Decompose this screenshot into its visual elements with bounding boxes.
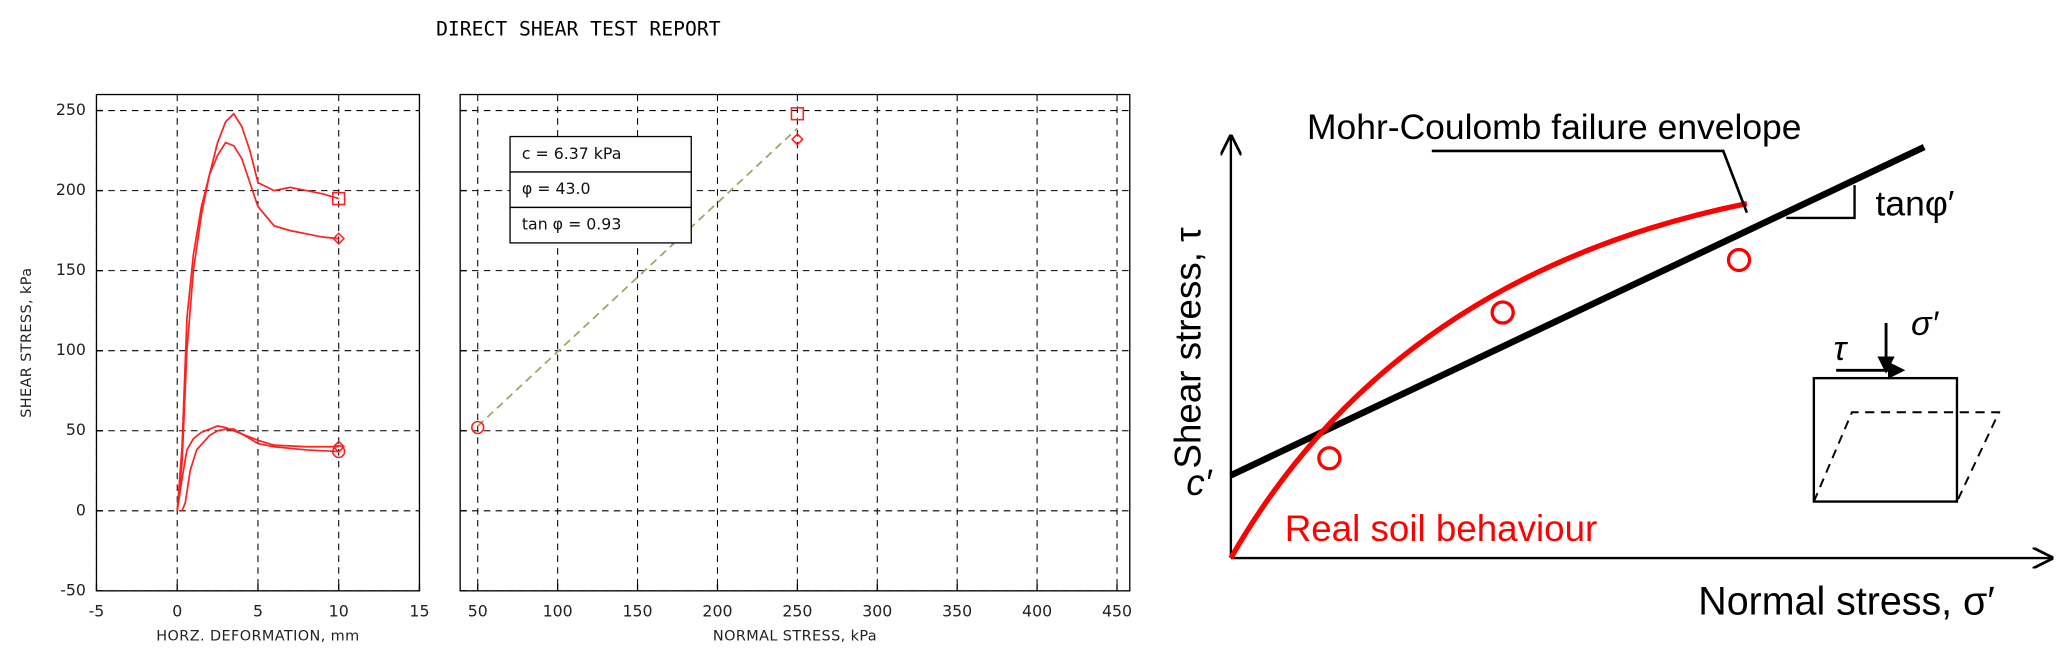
soil-curve [1228, 200, 1748, 560]
marker-square [790, 107, 805, 121]
sample-box [1812, 376, 1959, 503]
y-axis-label: Shear stress, τ [1168, 227, 1209, 469]
x-tick-label: 300 [862, 601, 892, 620]
test-point [1726, 247, 1752, 273]
x-tick-label: 250 [782, 601, 812, 620]
annotation-cell [509, 171, 692, 209]
sheared-box [1812, 411, 2001, 502]
slope-label: tanφ′ [1876, 183, 1955, 223]
envelope-line [1229, 144, 1926, 479]
marker-diamond [332, 232, 346, 245]
normal-symbol: σ′ [1911, 305, 1940, 343]
x-tick-label: 50 [468, 601, 488, 620]
series-line [176, 141, 339, 511]
series-line [181, 428, 339, 512]
x-tick-label: 100 [543, 601, 573, 620]
curve-label: Real soil behaviour [1285, 508, 1598, 549]
x-tick-label: 400 [1022, 601, 1052, 620]
marker-circle [471, 420, 485, 435]
envelope-label: Mohr-Coulomb failure envelope [1307, 107, 1801, 147]
y-tick-label: -50 [60, 580, 86, 599]
y-axis-label: SHEAR STRESS, kPa [19, 268, 35, 418]
intercept-label: c′ [1186, 462, 1212, 503]
annotation-cell [509, 135, 692, 173]
series-line [477, 127, 798, 427]
shear-symbol: τ [1834, 330, 1849, 368]
test-point [1490, 300, 1515, 325]
marker-diamond [791, 132, 804, 146]
marker-diamond [332, 440, 346, 454]
marker-circle [332, 444, 346, 459]
x-tick-label: 5 [253, 601, 263, 620]
x-tick-label: -5 [89, 601, 105, 620]
y-tick-label: 250 [56, 100, 86, 119]
x-axis-label: NORMAL STRESS, kPa [713, 629, 877, 645]
diagram: Mohr-Coulomb failure envelope tanφ′ Shea… [1168, 107, 2052, 623]
annotation-text: c = 6.37 kPa [522, 144, 622, 163]
y-tick-label: 150 [56, 260, 86, 279]
leader-line [1431, 149, 1749, 214]
slope-triangle [1786, 185, 1856, 220]
report-title: DIRECT SHEAR TEST REPORT [436, 17, 721, 40]
x-tick-label: 10 [329, 601, 349, 620]
annotation-cell [509, 206, 692, 244]
x-axis-label: HORZ. DEFORMATION, mm [156, 629, 359, 645]
annotation-text: φ = 43.0 [522, 179, 591, 198]
plot-frame [459, 93, 1131, 592]
x-tick-label: 15 [409, 601, 429, 620]
annotation-text: tan φ = 0.93 [522, 215, 621, 234]
x-tick-label: 350 [942, 601, 972, 620]
y-tick-label: 100 [56, 340, 86, 359]
marker-square [332, 191, 346, 206]
plot-frame [95, 93, 421, 592]
y-tick-label: 0 [76, 500, 86, 519]
y-tick-label: 50 [66, 420, 86, 439]
x-tick-label: 150 [623, 601, 653, 620]
x-tick-label: 450 [1102, 601, 1132, 620]
x-axis-label: Normal stress, σ′ [1698, 579, 1994, 623]
series-line [176, 112, 339, 511]
y-tick-label: 200 [56, 180, 86, 199]
x-tick-label: 0 [172, 601, 182, 620]
x-tick-label: 200 [702, 601, 732, 620]
test-point [1317, 446, 1342, 471]
series-line [176, 425, 339, 511]
